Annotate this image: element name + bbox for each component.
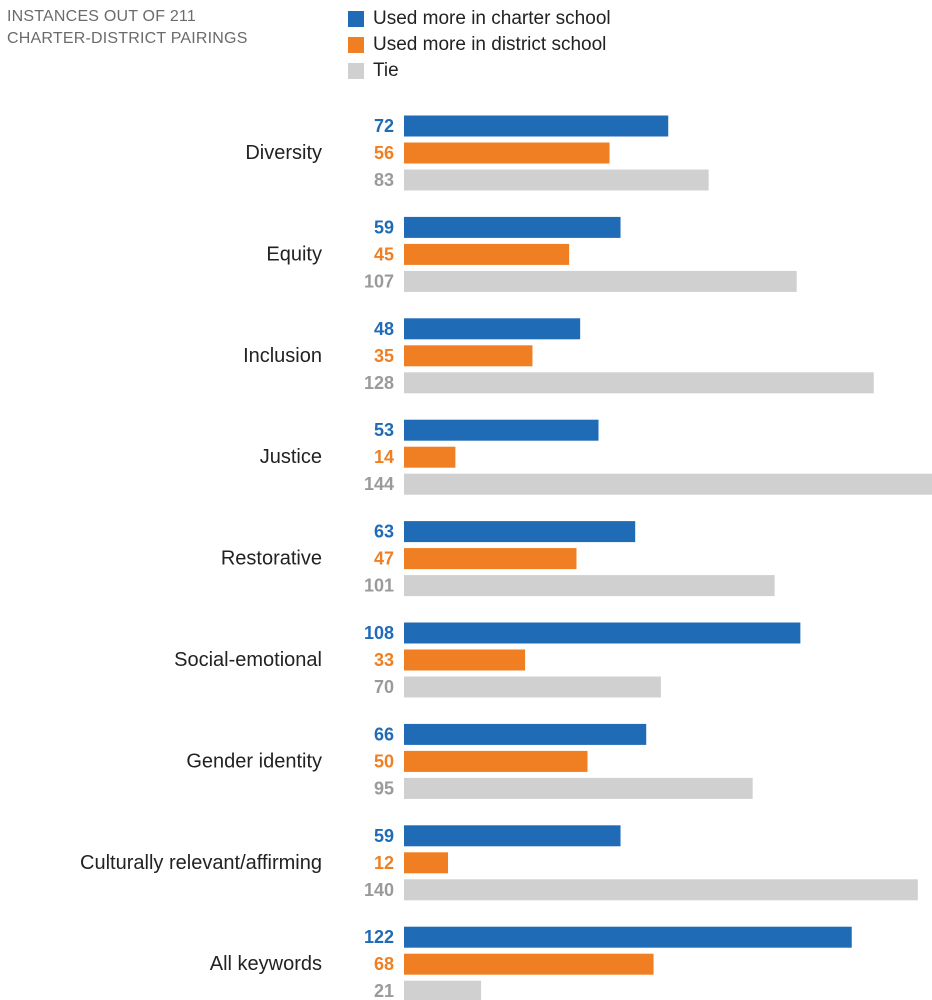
bar-tie: [404, 879, 918, 901]
bar-group-culturally-relevant-affirming: Culturally relevant/affirming 59 12 140: [80, 825, 918, 901]
bar-tie: [404, 372, 874, 394]
bar-charter: [404, 926, 852, 948]
value-label-tie: 70: [374, 677, 394, 697]
legend-swatch-tie: [348, 63, 364, 79]
bar-tie: [404, 777, 753, 799]
bar-charter: [404, 115, 669, 137]
bar-charter: [404, 521, 636, 543]
bar-group-restorative: Restorative 63 47 101: [221, 521, 775, 597]
value-label-district: 68: [374, 954, 394, 974]
value-label-tie: 128: [364, 373, 394, 393]
value-label-tie: 140: [364, 880, 394, 900]
value-label-charter: 122: [364, 927, 394, 947]
category-label: Gender identity: [186, 750, 322, 772]
value-label-district: 35: [374, 346, 394, 366]
legend-label-district: Used more in district school: [373, 34, 607, 55]
value-label-district: 45: [374, 244, 394, 264]
chart-legend: Used more in charter school Used more in…: [348, 6, 611, 84]
bar-district: [404, 345, 533, 367]
legend-item-charter: Used more in charter school: [348, 6, 611, 32]
bar-district: [404, 243, 570, 265]
value-label-tie: 101: [364, 576, 394, 596]
bar-district: [404, 142, 610, 164]
legend-item-tie: Tie: [348, 58, 611, 84]
value-label-district: 56: [374, 143, 394, 163]
value-label-tie: 95: [374, 778, 394, 798]
bar-district: [404, 446, 456, 468]
bar-charter: [404, 419, 599, 441]
bar-group-social-emotional: Social-emotional 108 33 70: [174, 622, 801, 698]
value-label-tie: 83: [374, 170, 394, 190]
legend-label-tie: Tie: [373, 60, 399, 81]
bar-tie: [404, 473, 932, 495]
category-label: Justice: [260, 446, 322, 468]
bar-district: [404, 852, 449, 874]
bar-group-justice: Justice 53 14 144: [260, 419, 932, 495]
bar-group-diversity: Diversity 72 56 83: [245, 115, 709, 191]
bar-tie: [404, 980, 482, 1000]
value-label-district: 14: [374, 447, 394, 467]
bar-group-equity: Equity 59 45 107: [266, 216, 797, 292]
value-label-charter: 59: [374, 826, 394, 846]
legend-label-charter: Used more in charter school: [373, 8, 611, 29]
bar-charter: [404, 825, 621, 847]
bar-group-gender-identity: Gender identity 66 50 95: [186, 723, 753, 799]
bar-charter: [404, 216, 621, 238]
bar-district: [404, 548, 577, 570]
bar-district: [404, 750, 588, 772]
value-label-charter: 72: [374, 116, 394, 136]
legend-swatch-charter: [348, 11, 364, 27]
bar-tie: [404, 575, 775, 597]
bar-district: [404, 953, 654, 975]
chart-subtitle: INSTANCES OUT OF 211 CHARTER-DISTRICT PA…: [7, 6, 307, 50]
category-label: Social-emotional: [174, 649, 322, 671]
category-label: Restorative: [221, 548, 322, 570]
legend-swatch-district: [348, 37, 364, 53]
value-label-charter: 63: [374, 522, 394, 542]
value-label-charter: 108: [364, 623, 394, 643]
bar-tie: [404, 270, 797, 292]
value-label-district: 50: [374, 751, 394, 771]
value-label-charter: 53: [374, 420, 394, 440]
legend-item-district: Used more in district school: [348, 32, 611, 58]
subtitle-line-1: INSTANCES OUT OF 211: [7, 8, 196, 25]
value-label-charter: 48: [374, 319, 394, 339]
value-label-tie: 21: [374, 981, 394, 1000]
bar-district: [404, 649, 526, 671]
value-label-district: 33: [374, 650, 394, 670]
bar-tie: [404, 676, 661, 698]
subtitle-line-2: CHARTER-DISTRICT PAIRINGS: [7, 30, 248, 47]
value-label-tie: 107: [364, 271, 394, 291]
category-label: Inclusion: [243, 345, 322, 367]
bar-tie: [404, 169, 709, 191]
category-label: Equity: [266, 243, 322, 265]
value-label-district: 12: [374, 853, 394, 873]
bar-charter: [404, 318, 581, 340]
category-label: Culturally relevant/affirming: [80, 852, 322, 874]
value-label-charter: 66: [374, 724, 394, 744]
value-label-district: 47: [374, 549, 394, 569]
category-label: Diversity: [245, 142, 322, 164]
category-label: All keywords: [210, 953, 322, 975]
bar-group-inclusion: Inclusion 48 35 128: [243, 318, 874, 394]
value-label-tie: 144: [364, 474, 394, 494]
bar-charter: [404, 622, 801, 644]
bar-charter: [404, 723, 647, 745]
bar-group-all-keywords: All keywords 122 68 21: [210, 926, 852, 1000]
value-label-charter: 59: [374, 217, 394, 237]
